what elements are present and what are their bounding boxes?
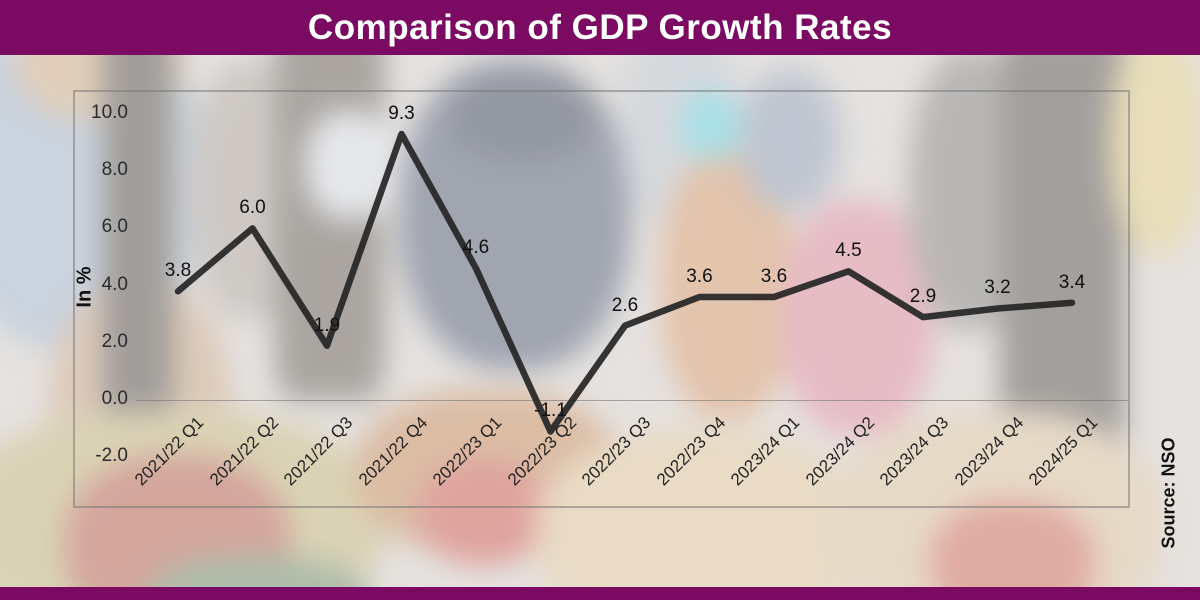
data-point-label: 3.6 xyxy=(686,266,713,288)
data-point-label: 4.5 xyxy=(835,240,862,262)
y-tick-label: 10.0 xyxy=(91,102,128,123)
data-point-label: 4.6 xyxy=(462,237,490,259)
chart-title: Comparison of GDP Growth Rates xyxy=(307,7,893,47)
plot-frame xyxy=(73,90,1130,508)
data-point-label: 6.0 xyxy=(239,197,266,219)
y-tick-label: 4.0 xyxy=(101,273,128,295)
data-point-label: 2.6 xyxy=(611,294,639,316)
y-tick-label: 6.0 xyxy=(101,216,128,238)
zero-gridline xyxy=(136,400,1128,401)
title-bar: Comparison of GDP Growth Rates xyxy=(0,0,1200,55)
data-point-label: 9.3 xyxy=(388,103,415,125)
data-point-label: 3.2 xyxy=(984,277,1011,299)
data-point-label: 3.8 xyxy=(164,260,192,282)
footer-bar xyxy=(0,587,1200,600)
data-point-label: 3.6 xyxy=(760,266,788,288)
y-tick-label: 0.0 xyxy=(101,388,128,409)
source-note: Source: NSO xyxy=(1158,437,1179,549)
data-point-label: 3.4 xyxy=(1058,271,1086,293)
data-point-label: 1.9 xyxy=(313,314,341,336)
y-tick-label: 8.0 xyxy=(101,159,128,181)
data-point-label: -1.1 xyxy=(534,400,567,422)
data-point-label: 2.9 xyxy=(909,286,937,308)
y-tick-label: -2.0 xyxy=(95,445,128,467)
y-tick-label: 2.0 xyxy=(101,330,128,352)
